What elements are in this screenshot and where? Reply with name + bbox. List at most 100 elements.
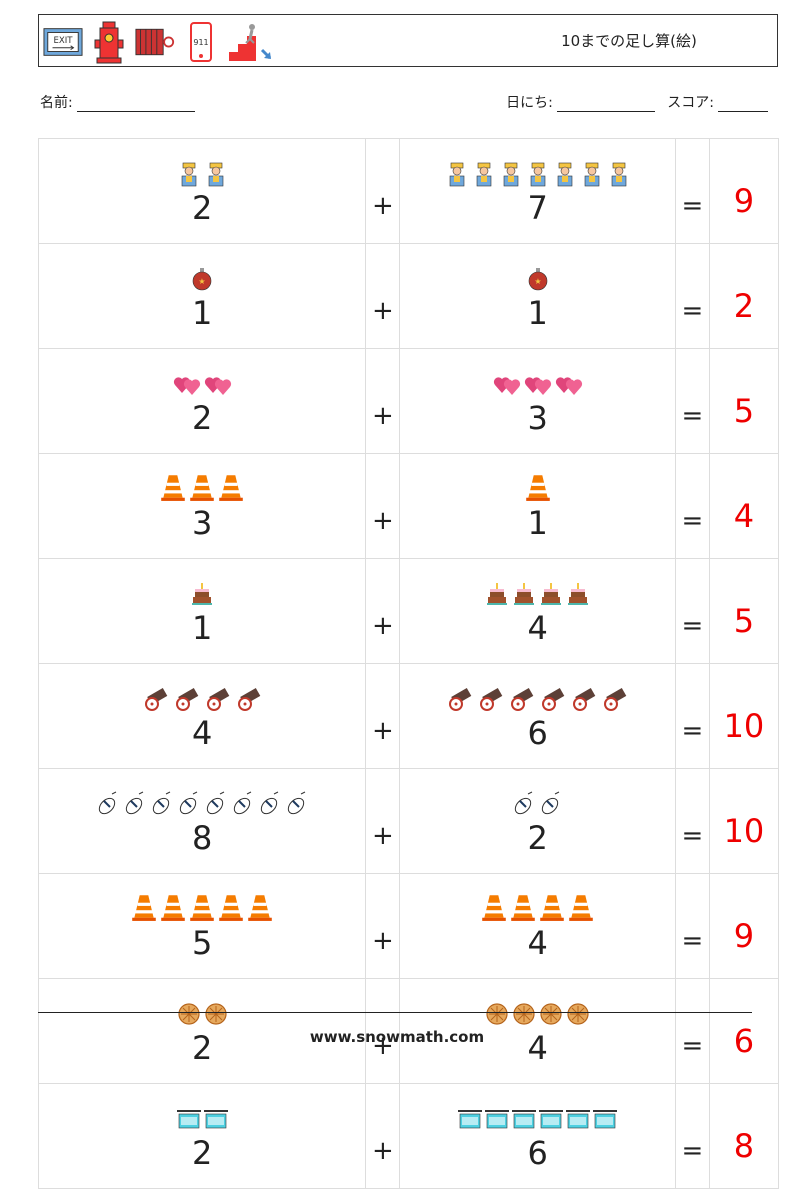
date-blank: [556, 97, 655, 112]
worker-icon: [177, 161, 201, 191]
cone-icon: [131, 892, 157, 926]
footer-line: [38, 1012, 752, 1013]
pizza-icon: [539, 1001, 563, 1031]
icon-group: [400, 1102, 674, 1136]
problem-row: 4 +6 = 10: [37, 663, 780, 769]
hotel-sign-icon: [539, 1106, 564, 1136]
mouse-icon: [204, 791, 228, 821]
addend-b-cell: 2: [399, 768, 676, 874]
addend-b-cell: 6: [399, 1083, 676, 1189]
hearts-icon: [524, 371, 552, 401]
hotel-sign-icon: [485, 1106, 510, 1136]
cannon-icon: [601, 686, 629, 716]
mouse-icon: [96, 791, 120, 821]
worker-icon: [472, 161, 496, 191]
answer: 5: [708, 558, 780, 664]
fire-hydrant-icon: [89, 20, 129, 64]
addend-a: 3: [192, 504, 213, 542]
cone-icon: [568, 892, 594, 926]
score-blank: [718, 97, 768, 112]
hotel-sign-icon: [176, 1106, 201, 1136]
worker-icon: [499, 161, 523, 191]
cone-icon: [525, 472, 551, 506]
name-field: 名前:: [40, 92, 195, 112]
addend-b: 1: [527, 294, 548, 332]
addend-a-cell: 3: [37, 453, 367, 559]
icon-group: [39, 157, 365, 191]
icon-group: [39, 787, 365, 821]
answer: 8: [708, 1083, 780, 1189]
addend-b-cell: 1: [399, 453, 676, 559]
addend-b: 6: [527, 714, 548, 752]
cone-icon: [160, 892, 186, 926]
header-box: EXIT 911 10までの足し算(絵): [38, 14, 778, 67]
cone-icon: [160, 472, 186, 506]
addend-a-cell: 4: [37, 663, 367, 769]
problem-row: ★ 1 + ★ 1 = 2: [37, 243, 780, 349]
answer: 10: [708, 663, 780, 769]
cone-icon: [218, 472, 244, 506]
icon-group: [400, 157, 674, 191]
hearts-icon: [204, 371, 232, 401]
fire-hose-reel-icon: [135, 20, 175, 64]
name-label: 名前:: [40, 95, 73, 111]
cannon-icon: [508, 686, 536, 716]
cannon-icon: [235, 686, 263, 716]
addend-b: 3: [527, 399, 548, 437]
cone-icon: [218, 892, 244, 926]
icon-group: [39, 997, 365, 1031]
icon-group: [400, 787, 674, 821]
problem-row: 1 +4 = 5: [37, 558, 780, 664]
plus-sign: +: [365, 873, 401, 979]
cone-icon: [510, 892, 536, 926]
mouse-icon: [539, 791, 563, 821]
plus-sign: +: [365, 348, 401, 454]
cone-icon: [481, 892, 507, 926]
addend-a-cell: 2: [37, 348, 367, 454]
equals-sign: =: [674, 138, 710, 244]
plus-sign: +: [365, 663, 401, 769]
pizza-icon: [485, 1001, 509, 1031]
equals-sign: =: [674, 243, 710, 349]
worker-icon: [607, 161, 631, 191]
addend-b: 7: [527, 189, 548, 227]
addend-a-cell: 2: [37, 138, 367, 244]
answer: 9: [708, 873, 780, 979]
addend-b-cell: 4: [399, 873, 676, 979]
plus-sign: +: [365, 768, 401, 874]
cake-icon: [512, 581, 536, 611]
problem-row: 8 +2 = 10: [37, 768, 780, 874]
addend-b-cell: 7: [399, 138, 676, 244]
icon-group: [400, 997, 674, 1031]
answer: 4: [708, 453, 780, 559]
mouse-icon: [231, 791, 255, 821]
mouse-icon: [177, 791, 201, 821]
addend-a: 2: [192, 399, 213, 437]
mouse-icon: [512, 791, 536, 821]
icon-group: [400, 367, 674, 401]
hotel-sign-icon: [566, 1106, 591, 1136]
cake-icon: [539, 581, 563, 611]
svg-text:★: ★: [534, 277, 541, 286]
cake-icon: [190, 581, 214, 611]
mouse-icon: [285, 791, 309, 821]
mouse-icon: [258, 791, 282, 821]
answer: 10: [708, 768, 780, 874]
hotel-sign-icon: [203, 1106, 228, 1136]
problem-row: 2 +6 = 8: [37, 1083, 780, 1189]
emergency-stairs-icon: [227, 20, 275, 64]
equals-sign: =: [674, 768, 710, 874]
addend-b-cell: 3: [399, 348, 676, 454]
addend-b: 1: [527, 504, 548, 542]
cone-icon: [189, 472, 215, 506]
addend-b-cell: 6: [399, 663, 676, 769]
addend-a-cell: 1: [37, 558, 367, 664]
icon-group: [400, 472, 674, 506]
addend-b: 2: [527, 819, 548, 857]
worker-icon: [553, 161, 577, 191]
cannon-icon: [204, 686, 232, 716]
hearts-icon: [173, 371, 201, 401]
addend-a-cell: 2: [37, 1083, 367, 1189]
cake-icon: [485, 581, 509, 611]
icon-group: ★: [39, 262, 365, 296]
